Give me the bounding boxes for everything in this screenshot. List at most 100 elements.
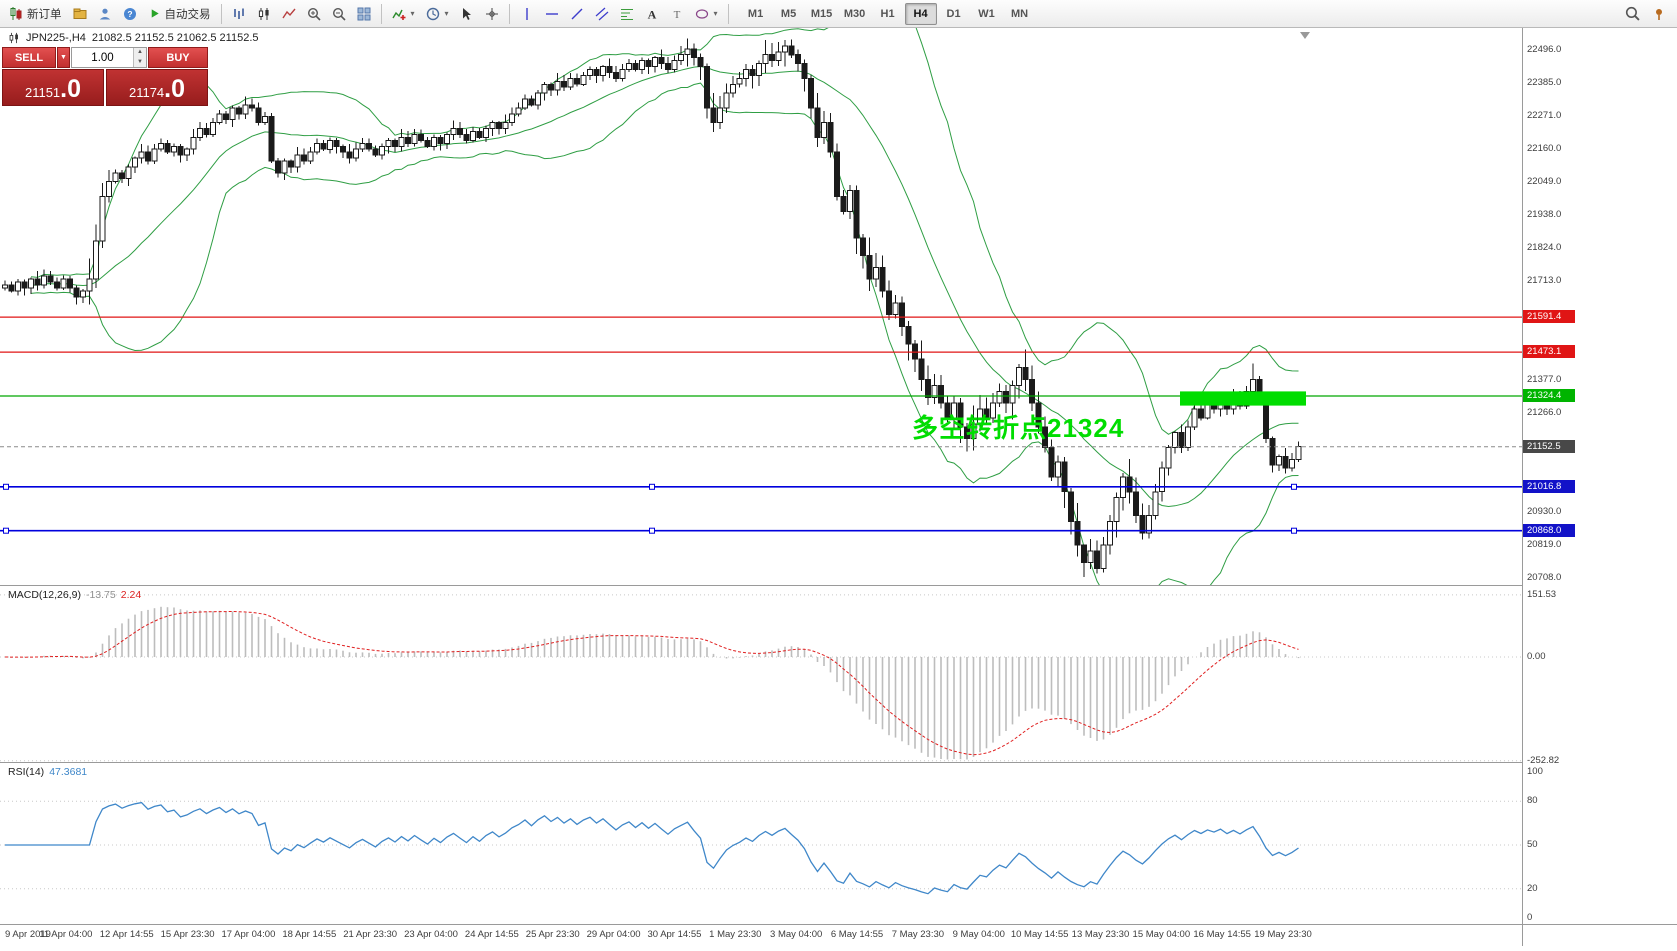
horizontal-line-tool[interactable] [540, 2, 564, 26]
text-tool[interactable]: A [640, 2, 664, 26]
price-axis-label: 22160.0 [1527, 143, 1562, 155]
text-label-icon: T [673, 9, 680, 21]
time-axis[interactable]: 9 Apr 2019 11 Apr 04:00 12 Apr 14:55 15 Apr… [0, 925, 1522, 946]
bollinger-upper-band[interactable] [30, 28, 1299, 435]
price-axis-label: 20708.0 [1527, 571, 1562, 583]
one-click-trading-panel: SELL ▼ ▲ ▼ BUY 21151.0 21174.0 [2, 47, 208, 106]
vertical-line-tool[interactable] [515, 2, 539, 26]
volume-box: ▲ ▼ [71, 47, 147, 68]
timeframe-mn[interactable]: MN [1010, 7, 1029, 20]
panel-separator[interactable] [0, 585, 1677, 586]
macd-panel[interactable] [0, 586, 1522, 762]
line-chart-mode-button[interactable] [277, 2, 301, 26]
indicators-icon [391, 9, 405, 20]
pin-button[interactable] [1647, 2, 1671, 26]
object-handle[interactable] [649, 483, 655, 490]
timeframe-h4[interactable]: H4 [904, 2, 937, 25]
chart-profile-icon [73, 8, 86, 19]
panel-separator[interactable] [0, 762, 1677, 763]
market-watch-button[interactable] [93, 2, 117, 26]
volume-input[interactable] [72, 48, 133, 67]
rectangle-object[interactable] [1180, 391, 1306, 406]
shapes-tool[interactable]: ▾ [690, 2, 723, 26]
buy-price-display[interactable]: 21174.0 [106, 69, 208, 106]
time-axis-label: 30 Apr 14:55 [647, 929, 702, 940]
zoom-out-icon [332, 7, 346, 21]
candlestick-mode-button[interactable] [252, 2, 276, 26]
text-annotation[interactable]: 多空转折点21324 [912, 413, 1125, 443]
buy-price-main: 21174 [128, 85, 165, 100]
toolbar-separator [220, 3, 222, 24]
fibonacci-icon [620, 8, 633, 20]
indicators-button[interactable]: ▾ [387, 2, 420, 26]
bar-chart-mode-button[interactable] [227, 2, 251, 26]
time-axis-label: 21 Apr 23:30 [343, 929, 398, 940]
price-chart-panel[interactable] [0, 28, 1522, 585]
text-label-tool[interactable]: T [665, 2, 689, 26]
autotrading-button[interactable]: 自动交易 [143, 2, 216, 26]
price-axis[interactable]: 22496.0 22385.0 22271.0 22160.0 22049.0 21938… [1523, 28, 1677, 924]
time-axis-label: 23 Apr 04:00 [404, 929, 458, 940]
object-handle[interactable] [3, 483, 9, 490]
buy-price-frac: .0 [164, 75, 186, 103]
volume-up-icon[interactable]: ▲ [134, 48, 146, 58]
rsi-panel[interactable] [0, 763, 1522, 924]
toolbar-separator [727, 3, 729, 24]
timeframe-h1[interactable]: H1 [880, 7, 895, 20]
text-icon: A [647, 7, 656, 21]
rsi-value: 47.3681 [49, 766, 88, 778]
macd-histogram [10, 606, 1300, 760]
buy-button[interactable]: BUY [148, 47, 208, 68]
new-order-label: 新订单 [27, 8, 62, 21]
search-icon [1625, 6, 1640, 21]
price-axis-label: 21377.0 [1527, 374, 1562, 386]
search-button[interactable] [1620, 2, 1645, 26]
sell-dropdown[interactable]: ▼ [57, 47, 70, 68]
time-axis-label: 11 Apr 04:00 [39, 929, 93, 940]
object-handle[interactable] [1291, 483, 1297, 490]
object-handle[interactable] [3, 527, 9, 534]
trendline-tool[interactable] [565, 2, 589, 26]
crosshair-icon [485, 7, 498, 20]
fibonacci-tool[interactable] [615, 2, 639, 26]
clock-icon [426, 7, 439, 20]
rsi-axis-label: 20 [1527, 882, 1538, 894]
autotrading-play-icon [151, 9, 159, 18]
dropdown-caret-icon: ▾ [444, 9, 449, 18]
cursor-button[interactable] [455, 2, 479, 26]
object-handle[interactable] [1291, 527, 1297, 534]
time-axis-label: 17 Apr 04:00 [221, 929, 276, 940]
bollinger-lower-band[interactable] [30, 82, 1299, 585]
sell-button[interactable]: SELL [2, 47, 56, 68]
price-axis-tag: 21324.4 [1523, 388, 1575, 402]
zoom-in-button[interactable] [302, 2, 326, 26]
volume-down-icon[interactable]: ▼ [134, 57, 146, 67]
chart-window-icon [9, 32, 18, 44]
horizontal-line-icon [545, 12, 558, 15]
chart-profiles-button[interactable] [68, 2, 92, 26]
crosshair-button[interactable] [480, 2, 504, 26]
timeframe-m5[interactable]: M5 [780, 7, 797, 20]
channel-tool[interactable] [590, 2, 614, 26]
price-axis-tag: 21473.1 [1523, 345, 1575, 359]
periods-button[interactable]: ▾ [421, 2, 454, 26]
bollinger-middle-band[interactable] [31, 65, 1299, 508]
time-axis-label: 24 Apr 14:55 [464, 929, 519, 940]
tile-windows-button[interactable] [352, 2, 376, 26]
new-order-button[interactable]: 新订单 [4, 2, 67, 26]
zoom-out-button[interactable] [327, 2, 351, 26]
channel-icon [595, 7, 608, 20]
help-button[interactable]: ? [118, 2, 142, 26]
timeframe-w1[interactable]: W1 [978, 7, 995, 20]
macd-axis-label: 151.53 [1527, 588, 1557, 600]
macd-axis-label: 0.00 [1527, 651, 1546, 662]
timeframe-m30[interactable]: M30 [843, 7, 866, 20]
time-axis-label: 15 Apr 23:30 [160, 929, 215, 940]
timeframe-m1[interactable]: M1 [747, 7, 764, 20]
chart-shift-marker-icon[interactable] [1300, 32, 1310, 39]
sell-price-display[interactable]: 21151.0 [2, 69, 104, 106]
timeframe-d1[interactable]: D1 [946, 7, 961, 20]
timeframe-m15[interactable]: M15 [810, 7, 833, 20]
rsi-name: RSI(14) [8, 766, 45, 778]
object-handle[interactable] [649, 527, 655, 534]
